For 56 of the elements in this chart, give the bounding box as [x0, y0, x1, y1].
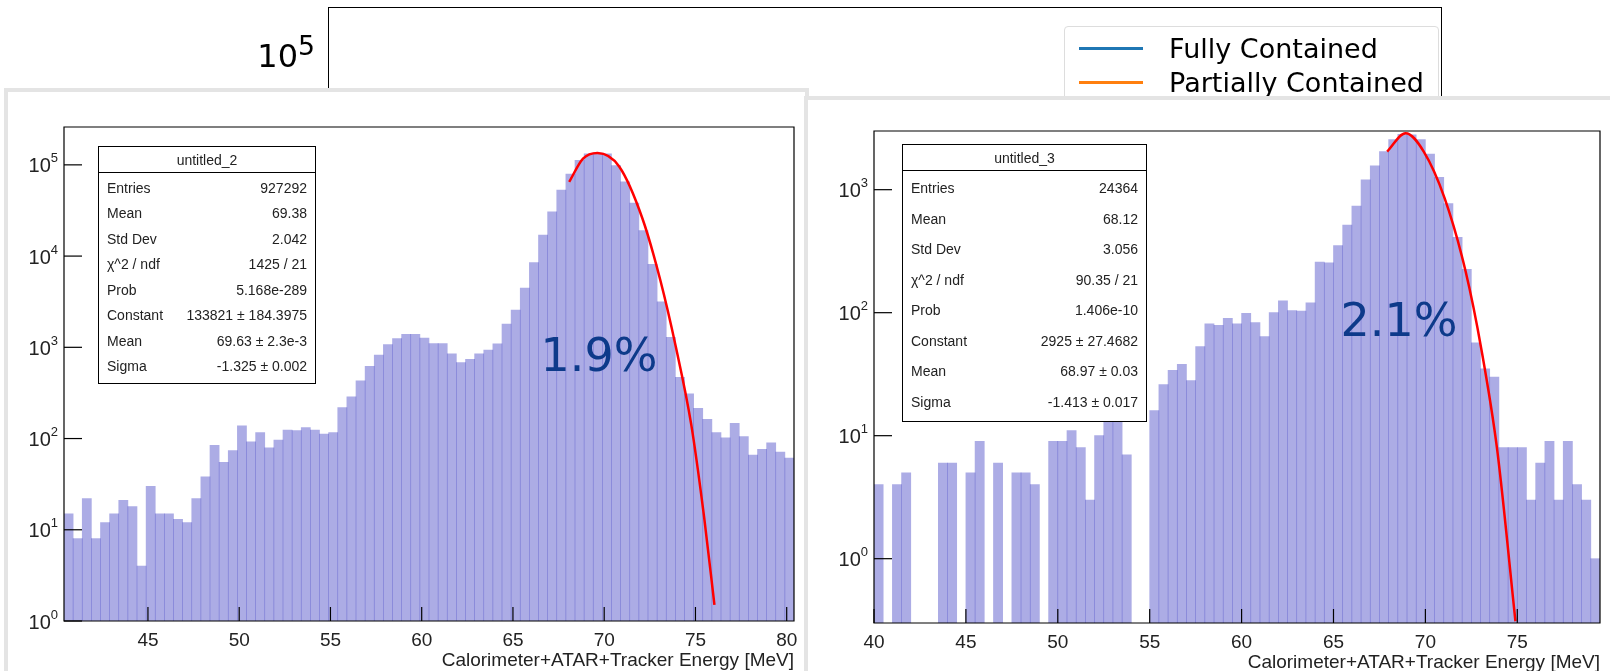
legend-label: Fully Contained	[1169, 32, 1378, 64]
annotation: 69.63 ± 2.3e-3	[216, 332, 307, 349]
annotation: Mean	[107, 332, 143, 349]
annotation: 90.35 / 21	[1075, 271, 1138, 288]
x-tick-label: 45	[955, 631, 977, 653]
x-tick-label: 50	[228, 629, 250, 651]
x-tick-label: 70	[593, 629, 615, 651]
annotation: 69.38	[271, 205, 307, 222]
x-axis-title: Calorimeter+ATAR+Tracker Energy [MeV]	[441, 649, 795, 671]
annotation: -1.413 ± 0.017	[1047, 393, 1138, 410]
annotation: 68.12	[1102, 210, 1138, 227]
annotation: χ^2 / ndf	[107, 256, 160, 273]
annotation: Mean	[911, 210, 947, 227]
x-tick-label: 75	[684, 629, 707, 651]
annotation: 2.042	[271, 230, 307, 247]
x-tick-label: 50	[1047, 631, 1069, 653]
annotation: Constant	[107, 307, 164, 324]
x-tick-label: 40	[863, 631, 885, 653]
annotation: -1.325 ± 0.002	[216, 358, 307, 375]
x-tick-label: 45	[137, 629, 159, 651]
annotation: Mean	[911, 363, 947, 380]
annotation: 24364	[1099, 180, 1138, 197]
x-tick-label: 80	[776, 629, 798, 651]
x-tick-label: 70	[1414, 631, 1436, 653]
annotation: 1425 / 21	[248, 256, 307, 273]
annotation: 133821 ± 184.3975	[186, 307, 307, 324]
annotation: Mean	[107, 205, 143, 222]
text: 10$^{5}$	[257, 30, 315, 75]
annotation: 2925 ± 27.4682	[1040, 332, 1138, 349]
annotation: Prob	[911, 302, 941, 319]
x-tick-label: 60	[1231, 631, 1253, 653]
annotation: untitled_2	[99, 147, 315, 173]
annotation: Prob	[107, 281, 137, 298]
annotation: 68.97 ± 0.03	[1060, 363, 1138, 380]
x-tick-label: 55	[1139, 631, 1161, 653]
x-tick-label: 75	[1506, 631, 1528, 653]
annotation: Entries	[911, 180, 955, 197]
annotation: 1.406e-10	[1074, 302, 1138, 319]
legend-label: Partially Contained	[1169, 66, 1424, 98]
annotation: 2.1%	[1340, 293, 1458, 347]
annotation: 3.056	[1102, 241, 1138, 258]
x-tick-label: 60	[411, 629, 433, 651]
x-tick-label: 55	[319, 629, 342, 651]
annotation: 927292	[260, 179, 307, 196]
x-tick-label: 65	[502, 629, 524, 651]
annotation: Entries	[107, 179, 151, 196]
annotation: Std Dev	[107, 230, 157, 247]
annotation: 1.9%	[540, 328, 658, 382]
x-tick-label: 65	[1322, 631, 1345, 653]
annotation: Std Dev	[911, 241, 961, 258]
annotation: χ^2 / ndf	[911, 271, 964, 288]
annotation: 5.168e-289	[236, 281, 307, 298]
annotation: Constant	[911, 332, 968, 349]
annotation: Sigma	[107, 358, 147, 375]
annotation: Sigma	[911, 393, 951, 410]
annotation: untitled_3	[903, 145, 1146, 171]
